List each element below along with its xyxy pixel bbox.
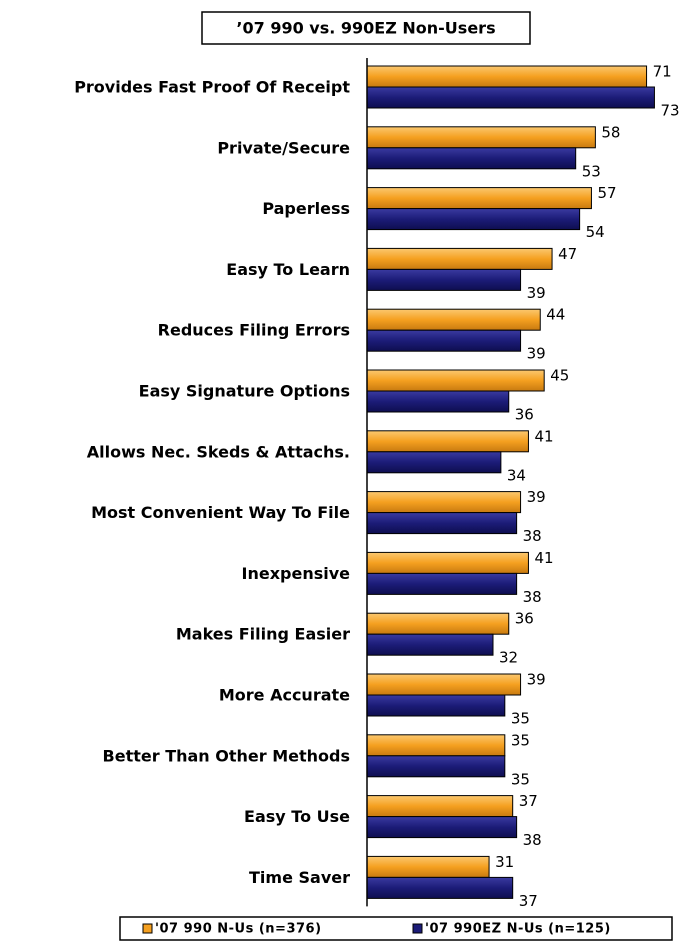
value-label: 39	[527, 671, 546, 689]
category-label: Most Convenient Way To File	[91, 503, 350, 522]
bar	[366, 633, 494, 656]
value-label: 45	[550, 367, 569, 385]
bar	[366, 855, 490, 878]
bar	[366, 308, 541, 331]
bar	[366, 390, 510, 413]
category-label: Easy To Learn	[226, 260, 350, 279]
category-label: Paperless	[262, 199, 350, 218]
value-label: 71	[653, 63, 672, 81]
value-label: 41	[534, 549, 553, 567]
value-label: 54	[586, 223, 605, 241]
value-label: 36	[515, 406, 534, 424]
bar	[366, 329, 522, 352]
bar	[366, 491, 522, 514]
category-label: Allows Nec. Skeds & Attachs.	[87, 442, 350, 461]
value-label: 35	[511, 710, 530, 728]
value-label: 37	[519, 792, 538, 810]
value-label: 38	[523, 527, 542, 545]
category-label: Reduces Filing Errors	[158, 321, 350, 340]
value-label: 58	[601, 123, 620, 141]
bar	[366, 147, 577, 170]
bar	[366, 816, 518, 839]
value-label: 38	[523, 831, 542, 849]
bar	[366, 126, 596, 149]
value-label: 41	[534, 427, 553, 445]
category-label: Easy Signature Options	[139, 382, 350, 401]
title-box	[201, 11, 531, 45]
bar	[366, 755, 506, 778]
bar	[366, 430, 529, 453]
value-label: 57	[597, 184, 616, 202]
value-label: 39	[527, 488, 546, 506]
category-label: Time Saver	[249, 868, 350, 887]
value-label: 35	[511, 770, 530, 788]
category-label: Private/Secure	[217, 138, 350, 157]
value-label: 53	[582, 162, 601, 180]
category-label: Inexpensive	[242, 564, 351, 583]
bar	[366, 187, 592, 210]
bar	[366, 369, 545, 392]
bar	[366, 86, 655, 109]
bar	[366, 795, 514, 818]
bar	[366, 268, 522, 291]
bar	[366, 551, 529, 574]
value-label: 32	[499, 649, 518, 667]
value-label: 39	[527, 284, 546, 302]
category-label: Makes Filing Easier	[176, 625, 350, 644]
value-label: 36	[515, 610, 534, 628]
bar	[366, 694, 506, 717]
bar	[366, 572, 518, 595]
bar	[366, 247, 553, 270]
value-label: 44	[546, 306, 565, 324]
bar	[366, 65, 648, 88]
bar	[366, 612, 510, 635]
category-label: More Accurate	[219, 686, 350, 705]
value-label: 38	[523, 588, 542, 606]
bar	[366, 673, 522, 696]
bar	[366, 208, 581, 231]
value-label: 39	[527, 345, 546, 363]
value-label: 35	[511, 731, 530, 749]
legend-label: '07 990EZ N-Us (n=125)	[425, 922, 611, 937]
bar	[366, 734, 506, 757]
legend-swatch	[412, 923, 423, 934]
legend-label: '07 990 N-Us (n=376)	[155, 922, 322, 937]
category-label: Easy To Use	[244, 807, 350, 826]
legend-box	[119, 916, 673, 941]
value-label: 73	[660, 102, 679, 120]
chart-title: ’07 990 vs. 990EZ Non-Users	[236, 19, 495, 38]
value-label: 31	[495, 853, 514, 871]
category-label: Better Than Other Methods	[103, 746, 350, 765]
bar	[366, 876, 514, 899]
bar	[366, 512, 518, 535]
value-label: 34	[507, 466, 526, 484]
value-label: 47	[558, 245, 577, 263]
value-label: 37	[519, 892, 538, 910]
category-label: Provides Fast Proof Of Receipt	[74, 78, 350, 97]
legend-swatch	[142, 923, 153, 934]
bar	[366, 451, 502, 474]
